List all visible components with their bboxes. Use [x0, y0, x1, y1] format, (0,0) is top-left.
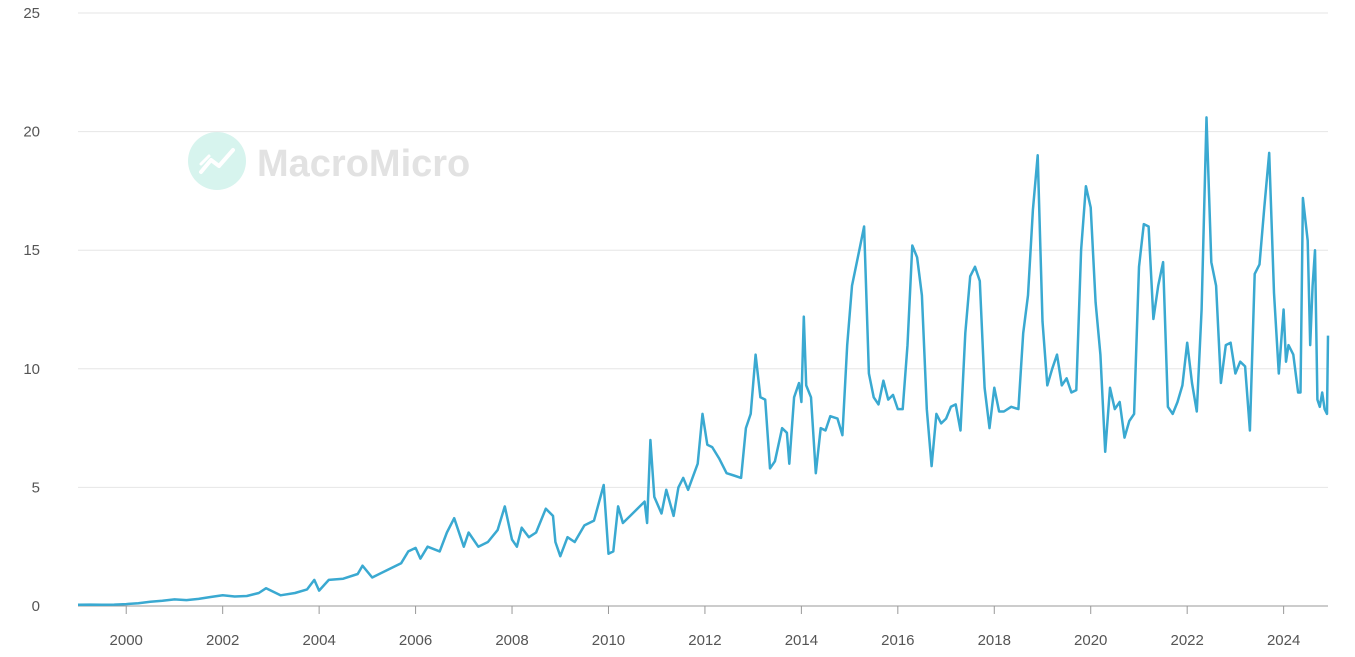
- x-tick-label: 2014: [785, 632, 818, 649]
- y-tick-label: 25: [23, 5, 40, 22]
- x-tick-label: 2016: [881, 632, 914, 649]
- series-line: [77, 116, 1330, 607]
- y-tick-label: 0: [32, 598, 40, 615]
- y-tick-label: 5: [32, 479, 40, 496]
- x-tick-label: 2022: [1170, 632, 1203, 649]
- x-tick-label: 2010: [592, 632, 625, 649]
- x-tick-label: 2008: [495, 632, 528, 649]
- x-tick-label: 2012: [688, 632, 721, 649]
- x-tick-label: 2020: [1074, 632, 1107, 649]
- y-tick-label: 15: [23, 242, 40, 259]
- x-tick-label: 2024: [1267, 632, 1300, 649]
- macromicro-logo-icon: [188, 132, 246, 190]
- x-axis: 2000 2002 2004 2006 2008 2010 2012 2014 2016 2018…: [78, 605, 1328, 649]
- watermark: MacroMicro: [188, 132, 470, 190]
- x-tick-label: 2004: [302, 632, 335, 649]
- x-tick-label: 2006: [399, 632, 432, 649]
- watermark-text: MacroMicro: [257, 143, 470, 185]
- y-grid: [78, 12, 1328, 488]
- x-tick-label: 2000: [110, 632, 143, 649]
- y-tick-label: 10: [23, 361, 40, 378]
- x-tick-label: 2002: [206, 632, 239, 649]
- x-tick-label: 2018: [978, 632, 1011, 649]
- y-axis: 0 5 10 15 20 25: [23, 5, 40, 615]
- y-tick-label: 20: [23, 124, 40, 141]
- series-group: [77, 116, 1330, 607]
